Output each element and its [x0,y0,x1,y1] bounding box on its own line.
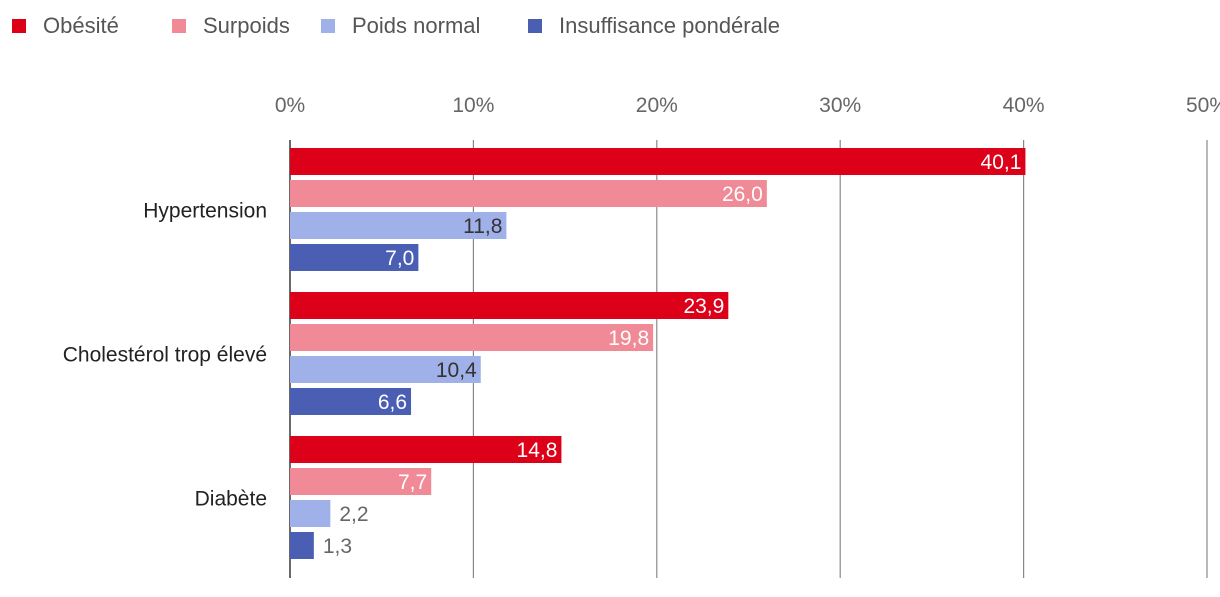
category-label: Diabète [195,488,267,511]
bar [290,148,1026,175]
data-label: 6,6 [378,391,407,414]
bar [290,436,562,463]
data-label: 14,8 [517,439,558,462]
data-label: 7,7 [398,471,427,494]
x-axis-ticks: 0% 10% 20% 30% 40% 50% [275,94,1220,117]
data-label: 1,3 [323,535,352,558]
bar [290,388,412,415]
bar [290,468,432,495]
data-label: 2,2 [339,503,368,526]
legend-label: Surpoids [203,13,290,38]
legend-label: Obésité [43,13,119,38]
data-label: 10,4 [436,359,477,382]
bar [290,500,331,527]
data-label: 26,0 [722,183,763,206]
bar [290,212,507,239]
data-label: 40,1 [981,151,1022,174]
data-label: 23,9 [683,295,724,318]
data-label: 7,0 [385,247,414,270]
x-tick-label: 20% [636,94,678,117]
x-tick-label: 0% [275,94,305,117]
category-label: Hypertension [143,200,267,223]
legend-label: Insuffisance pondérale [559,13,780,38]
legend-swatch [172,19,186,33]
data-label: 11,8 [463,215,502,238]
category-labels: Hypertension Cholestérol trop élevé Diabèt… [63,200,267,511]
legend-swatch [321,19,335,33]
x-tick-label: 30% [819,94,861,117]
bar [290,292,729,319]
legend-swatch [12,19,26,33]
bar [290,356,481,383]
legend: Obésité Surpoids Poids normal Insuffisance … [12,13,780,38]
bar [290,532,314,559]
legend-swatch [528,19,542,33]
x-tick-label: 10% [452,94,494,117]
x-tick-label: 50% [1186,94,1220,117]
legend-label: Poids normal [352,13,480,38]
category-label: Cholestérol trop élevé [63,344,267,367]
data-label: 19,8 [608,327,649,350]
bar [290,324,654,351]
bars: 40,1 26,0 11,8 7,0 23,9 19,8 10,4 6,6 14,8 7,7 2,2… [290,148,1026,559]
x-tick-label: 40% [1003,94,1045,117]
bar [290,180,767,207]
bar [290,244,419,271]
